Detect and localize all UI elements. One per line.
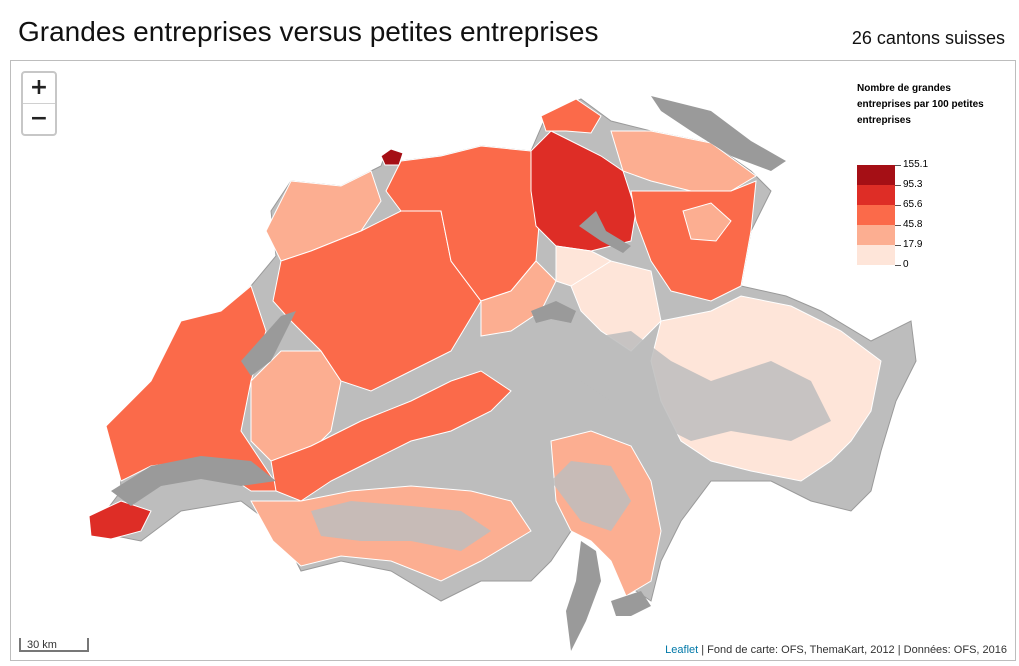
alpine-area-1 (571, 331, 831, 441)
leaflet-link[interactable]: Leaflet (665, 644, 699, 656)
map-attribution: Leaflet | Fond de carte: OFS, ThemaKart,… (665, 644, 1007, 656)
zoom-out-button[interactable]: − (23, 103, 55, 134)
canton-st-gallen[interactable] (630, 180, 757, 302)
canton-oberland[interactable] (270, 370, 512, 502)
canton-bern[interactable] (272, 210, 482, 392)
scale-bar: 30 km (19, 638, 89, 652)
legend-title: Nombre de grandes entreprises par 100 pe… (857, 83, 984, 126)
legend-label-2: 95.3 (903, 179, 923, 190)
legend-swatch-1 (857, 165, 895, 185)
legend-label-6: 0 (903, 259, 909, 270)
lake-lugano (611, 591, 651, 616)
canton-basel-stadt[interactable] (380, 148, 404, 166)
zoom-control: + − (21, 71, 57, 136)
legend-label-4: 45.8 (903, 219, 923, 230)
legend-label-1: 155.1 (903, 159, 929, 170)
canton-appenzell[interactable] (682, 202, 732, 242)
canton-fribourg[interactable] (250, 350, 342, 462)
lake-geneva (111, 456, 276, 506)
legend-tick-6 (895, 265, 901, 266)
canton-schwyz-uri[interactable] (570, 260, 662, 352)
alpine-area-3 (551, 461, 631, 531)
lake-maggiore (566, 541, 601, 651)
attribution-text: | Fond de carte: OFS, ThemaKart, 2012 | … (698, 644, 1007, 656)
canton-zurich[interactable] (530, 130, 637, 252)
legend-tick-4 (895, 225, 901, 226)
map-container[interactable]: + − Nombre de grandes entreprises par 10… (10, 60, 1016, 661)
lake-constance (651, 96, 786, 171)
legend-swatch-3 (857, 205, 895, 225)
lake-neuchatel (241, 311, 296, 376)
canton-schaffhausen[interactable] (540, 98, 602, 134)
page-subtitle: 26 cantons suisses (851, 28, 1005, 48)
alpine-area-2 (311, 501, 491, 551)
zoom-in-button[interactable]: + (29, 75, 49, 100)
legend-label-5: 17.9 (903, 239, 923, 250)
legend-label-3: 65.6 (903, 199, 923, 210)
lake-zurich (579, 211, 631, 253)
legend-tick-2 (895, 185, 901, 186)
legend-swatch-4 (857, 225, 895, 245)
switzerland-map[interactable] (11, 61, 1015, 660)
legend-tick-3 (895, 205, 901, 206)
page-title: Grandes entreprises versus petites entre… (18, 16, 599, 47)
canton-geneve[interactable] (88, 500, 152, 540)
legend-tick-1 (895, 165, 901, 166)
legend-swatch-5 (857, 245, 895, 265)
legend-tick-5 (895, 245, 901, 246)
canton-luzern[interactable] (480, 260, 557, 337)
legend-swatch-2 (857, 185, 895, 205)
lake-lucerne (531, 301, 576, 323)
map-legend: Nombre de grandes entreprises par 100 pe… (857, 81, 1007, 270)
